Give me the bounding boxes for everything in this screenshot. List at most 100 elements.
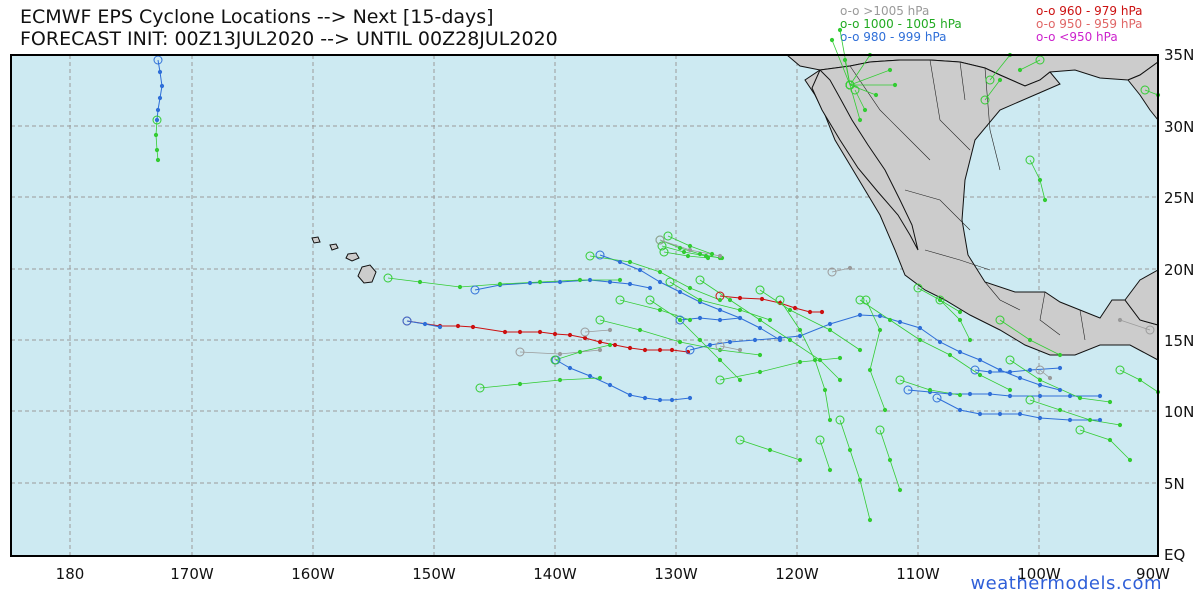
track-point xyxy=(917,325,923,331)
track-point xyxy=(857,117,863,123)
track-point xyxy=(997,367,1003,373)
track-start-marker xyxy=(1115,365,1125,375)
lon-label-110w: 110W xyxy=(896,565,940,583)
track-point xyxy=(1097,417,1103,423)
lon-label-130w: 130W xyxy=(654,565,698,583)
track-point xyxy=(727,339,733,345)
track-start-marker xyxy=(861,295,871,305)
track-point xyxy=(797,327,803,333)
hawaii-kauai xyxy=(311,236,321,244)
track-point xyxy=(567,332,573,338)
track-point xyxy=(597,347,603,353)
track-start-marker xyxy=(815,435,825,445)
track-point xyxy=(1007,393,1013,399)
track-start-marker xyxy=(827,267,837,277)
track-point xyxy=(1097,393,1103,399)
track-blue-3 xyxy=(474,279,651,291)
lon-label-100w: 100W xyxy=(1017,565,1061,583)
track-point xyxy=(977,357,983,363)
map-title: ECMWF EPS Cyclone Locations --> Next [15… xyxy=(20,6,494,28)
track-start-marker xyxy=(1075,425,1085,435)
track-point xyxy=(1027,337,1033,343)
lon-label-90w: 90W xyxy=(1136,565,1170,583)
track-point xyxy=(577,277,583,283)
legend-lt950: o-o <950 hPa xyxy=(1036,30,1118,44)
track-point xyxy=(717,317,723,323)
track-point xyxy=(1017,375,1023,381)
track-point xyxy=(642,395,648,401)
track-point xyxy=(717,297,723,303)
track-point xyxy=(537,279,543,285)
track-point xyxy=(817,357,823,363)
track-point xyxy=(617,277,623,283)
landmass xyxy=(311,54,1159,361)
track-point xyxy=(677,289,683,295)
track-point xyxy=(597,339,603,345)
track-point xyxy=(927,387,933,393)
track-point xyxy=(767,447,773,453)
track-point xyxy=(647,285,653,291)
track-point xyxy=(1017,67,1023,73)
track-start-marker xyxy=(1145,325,1155,335)
track-point xyxy=(709,251,715,257)
track-point xyxy=(557,279,563,285)
track-point xyxy=(897,319,903,325)
track-point xyxy=(577,349,583,355)
track-point xyxy=(582,335,588,341)
track-point xyxy=(857,312,863,318)
track-point xyxy=(607,279,613,285)
legend-960-979: o-o 960 - 979 hPa xyxy=(1036,4,1143,18)
track-start-marker xyxy=(980,95,990,105)
track-point xyxy=(159,83,165,89)
track-point xyxy=(1037,415,1043,421)
track-point xyxy=(697,315,703,321)
track-point xyxy=(697,297,703,303)
track-point xyxy=(517,381,523,387)
track-point xyxy=(797,457,803,463)
lon-label-120w: 120W xyxy=(775,565,819,583)
track-start-marker xyxy=(152,115,162,125)
track-point xyxy=(887,67,893,73)
track-start-marker xyxy=(595,315,605,325)
track-point xyxy=(887,317,893,323)
track-point xyxy=(759,296,765,302)
track-point xyxy=(497,281,503,287)
track-point xyxy=(657,269,663,275)
state-borders xyxy=(849,59,1086,341)
track-point xyxy=(697,251,703,257)
track-point xyxy=(737,307,743,313)
track-start-marker xyxy=(665,277,675,287)
track-start-marker xyxy=(663,231,673,241)
track-point xyxy=(812,357,818,363)
track-point xyxy=(687,243,693,249)
track-start-marker xyxy=(1140,85,1150,95)
track-point xyxy=(997,77,1003,83)
track-point xyxy=(867,517,873,523)
track-start-marker xyxy=(932,393,942,403)
track-point xyxy=(627,392,633,398)
track-point xyxy=(1037,382,1043,388)
track-start-marker xyxy=(875,425,885,435)
track-point xyxy=(737,347,743,353)
track-point xyxy=(612,342,618,348)
track-point xyxy=(437,324,443,330)
track-point xyxy=(687,285,693,291)
lat-label-20n: 20N xyxy=(1164,261,1195,279)
track-point xyxy=(657,397,663,403)
track-point xyxy=(617,259,623,265)
lon-label-140w: 140W xyxy=(533,565,577,583)
track-point xyxy=(1042,197,1048,203)
track-point xyxy=(1047,375,1053,381)
track-point xyxy=(837,355,843,361)
track-start-marker xyxy=(659,247,669,257)
track-start-marker xyxy=(850,85,860,95)
track-point xyxy=(877,313,883,319)
track-point xyxy=(697,337,703,343)
track-point xyxy=(637,267,643,273)
track-point xyxy=(819,309,825,315)
track-point xyxy=(657,279,663,285)
legend-1000-1005: o-o 1000 - 1005 hPa xyxy=(840,17,962,31)
track-point xyxy=(787,337,793,343)
track-point xyxy=(677,339,683,345)
